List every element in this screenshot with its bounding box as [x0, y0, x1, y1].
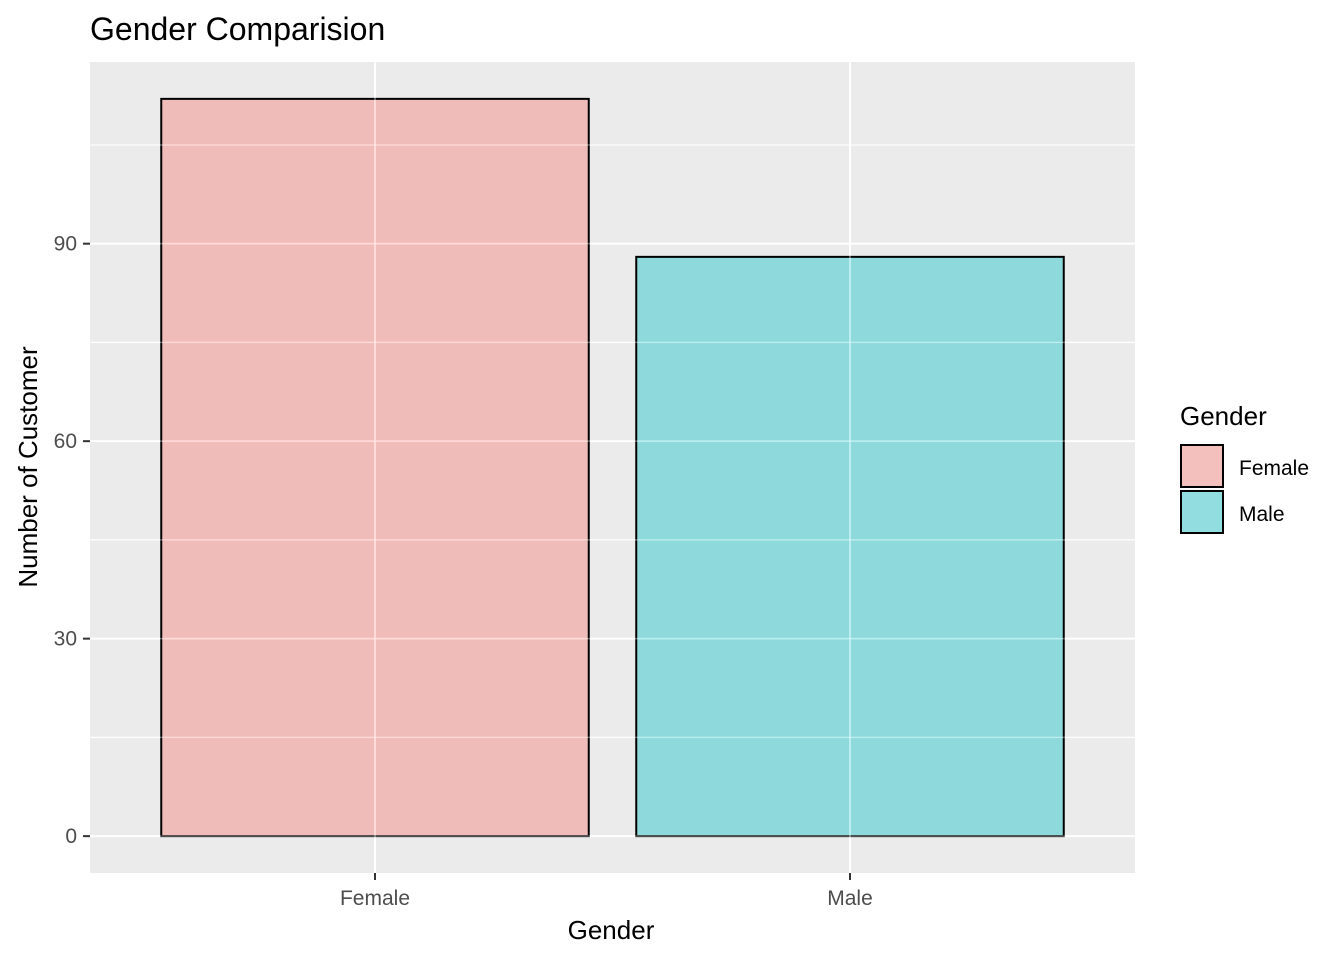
y-tick-label: 30 [54, 628, 77, 651]
x-tick-label: Male [827, 887, 873, 910]
legend-label: Male [1239, 503, 1285, 526]
minor-gridlines [90, 144, 1135, 738]
legend-title: Gender [1180, 401, 1267, 431]
y-tick-label: 0 [65, 825, 77, 848]
major-gridlines [90, 62, 1135, 873]
legend-key-bg [1181, 445, 1223, 487]
legend-key-male [1180, 490, 1224, 534]
bar-male [635, 255, 1065, 838]
bar-female [160, 97, 590, 838]
y-axis-title: Number of Customer [13, 346, 43, 588]
bars [160, 97, 1065, 838]
legend: Gender Female Male [1180, 401, 1309, 534]
y-tick-label: 60 [54, 430, 77, 453]
x-axis: Female Male [340, 873, 873, 910]
legend-key-bg [1181, 491, 1223, 533]
x-axis-title: Gender [568, 915, 655, 945]
y-axis: 0 30 60 90 [54, 233, 90, 848]
x-tick-label: Female [340, 887, 410, 910]
y-tick-label: 90 [54, 233, 77, 256]
bar-gridline-overlay [90, 62, 1135, 873]
legend-key-female [1180, 444, 1224, 488]
chart-title: Gender Comparision [90, 11, 385, 47]
legend-label: Female [1239, 457, 1309, 480]
